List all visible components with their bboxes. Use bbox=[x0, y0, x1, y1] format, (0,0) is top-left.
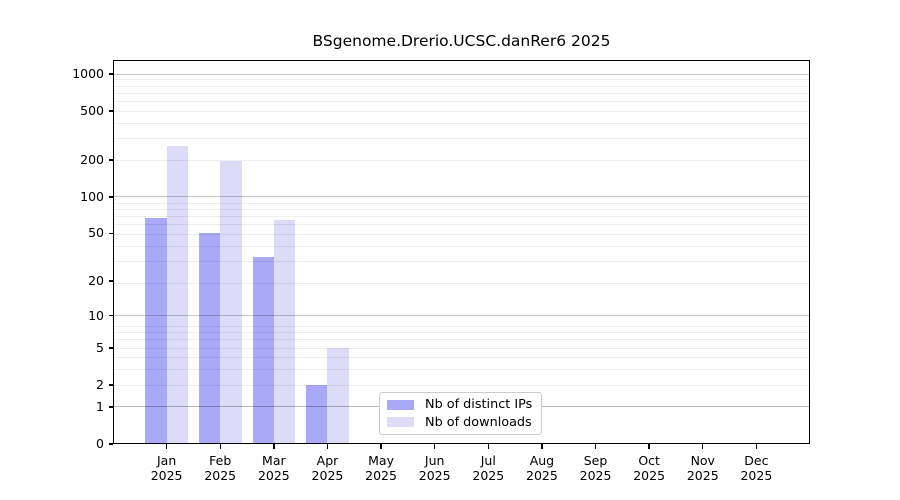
x-axis-tick bbox=[380, 444, 382, 449]
chart-title: BSgenome.Drerio.UCSC.danRer6 2025 bbox=[312, 32, 611, 50]
y-tick-label: 2 bbox=[96, 377, 104, 393]
x-axis-tick bbox=[219, 444, 221, 449]
legend: Nb of distinct IPs Nb of downloads bbox=[379, 392, 542, 435]
y-tick-label: 5 bbox=[96, 340, 104, 356]
y-tick-label: 0 bbox=[96, 436, 104, 451]
x-axis-tick bbox=[541, 444, 543, 449]
x-tick-label-dec: Dec 2025 bbox=[740, 453, 773, 483]
bar-downloads-feb bbox=[220, 160, 242, 443]
x-axis-tick bbox=[755, 444, 758, 449]
y-tick-label: 500 bbox=[80, 103, 104, 119]
x-axis-tick bbox=[326, 444, 329, 449]
bar-distinct-ips-jan bbox=[145, 218, 167, 443]
y-tick-label: 20 bbox=[88, 272, 104, 288]
y-axis-tick bbox=[108, 280, 113, 282]
bar-downloads-mar bbox=[273, 220, 296, 443]
y-tick-label: 100 bbox=[80, 188, 104, 204]
x-tick-label-nov: Nov 2025 bbox=[686, 453, 719, 483]
x-tick-label-oct: Oct 2025 bbox=[633, 453, 666, 483]
y-axis-tick bbox=[108, 314, 113, 317]
x-axis-tick bbox=[648, 444, 650, 449]
downloads-swatch bbox=[387, 417, 414, 428]
bar-distinct-ips-apr bbox=[306, 385, 328, 443]
x-tick-label-aug: Aug 2025 bbox=[526, 453, 558, 483]
bar-downloads-jan bbox=[166, 146, 188, 443]
x-axis-tick bbox=[165, 444, 168, 449]
legend-item-downloads: Nb of downloads bbox=[387, 415, 535, 430]
y-axis-tick bbox=[108, 159, 113, 161]
x-tick-label-sep: Sep 2025 bbox=[579, 453, 612, 483]
y-axis-tick bbox=[108, 232, 113, 235]
x-axis-tick bbox=[487, 444, 489, 449]
bar-distinct-ips-mar bbox=[252, 256, 274, 443]
y-tick-label: 50 bbox=[88, 225, 104, 241]
y-axis-tick bbox=[108, 384, 113, 386]
distinct-ips-swatch bbox=[387, 399, 414, 410]
y-tick-label: 1 bbox=[96, 398, 104, 414]
x-axis-tick bbox=[433, 444, 436, 449]
legend-label-distinct-ips: Nb of distinct IPs bbox=[425, 397, 533, 413]
y-axis-tick bbox=[108, 406, 113, 408]
x-axis-tick bbox=[273, 444, 275, 449]
bar-distinct-ips-feb bbox=[198, 233, 221, 443]
y-tick-label: 200 bbox=[80, 152, 104, 168]
y-tick-label: 1000 bbox=[72, 66, 104, 82]
y-axis-tick bbox=[108, 196, 113, 198]
x-tick-label-mar: Mar 2025 bbox=[257, 453, 290, 483]
bar-downloads-apr bbox=[327, 348, 349, 443]
x-tick-label-apr: Apr 2025 bbox=[311, 453, 344, 483]
x-tick-label-may: May 2025 bbox=[365, 453, 397, 483]
y-axis-tick bbox=[108, 443, 113, 445]
y-axis-tick bbox=[108, 347, 113, 349]
legend-label-downloads: Nb of downloads bbox=[425, 414, 532, 430]
x-tick-label-jun: Jun 2025 bbox=[418, 453, 451, 483]
x-axis-tick bbox=[702, 444, 704, 449]
y-tick-label: 10 bbox=[88, 307, 104, 323]
x-tick-label-feb: Feb 2025 bbox=[204, 453, 237, 483]
x-tick-label-jul: Jul 2025 bbox=[472, 453, 505, 483]
x-tick-label-jan: Jan 2025 bbox=[150, 453, 183, 483]
legend-item-distinct-ips: Nb of distinct IPs bbox=[387, 397, 535, 412]
y-axis-tick bbox=[108, 110, 113, 112]
y-axis-tick bbox=[108, 73, 113, 75]
x-axis-tick bbox=[594, 444, 597, 449]
